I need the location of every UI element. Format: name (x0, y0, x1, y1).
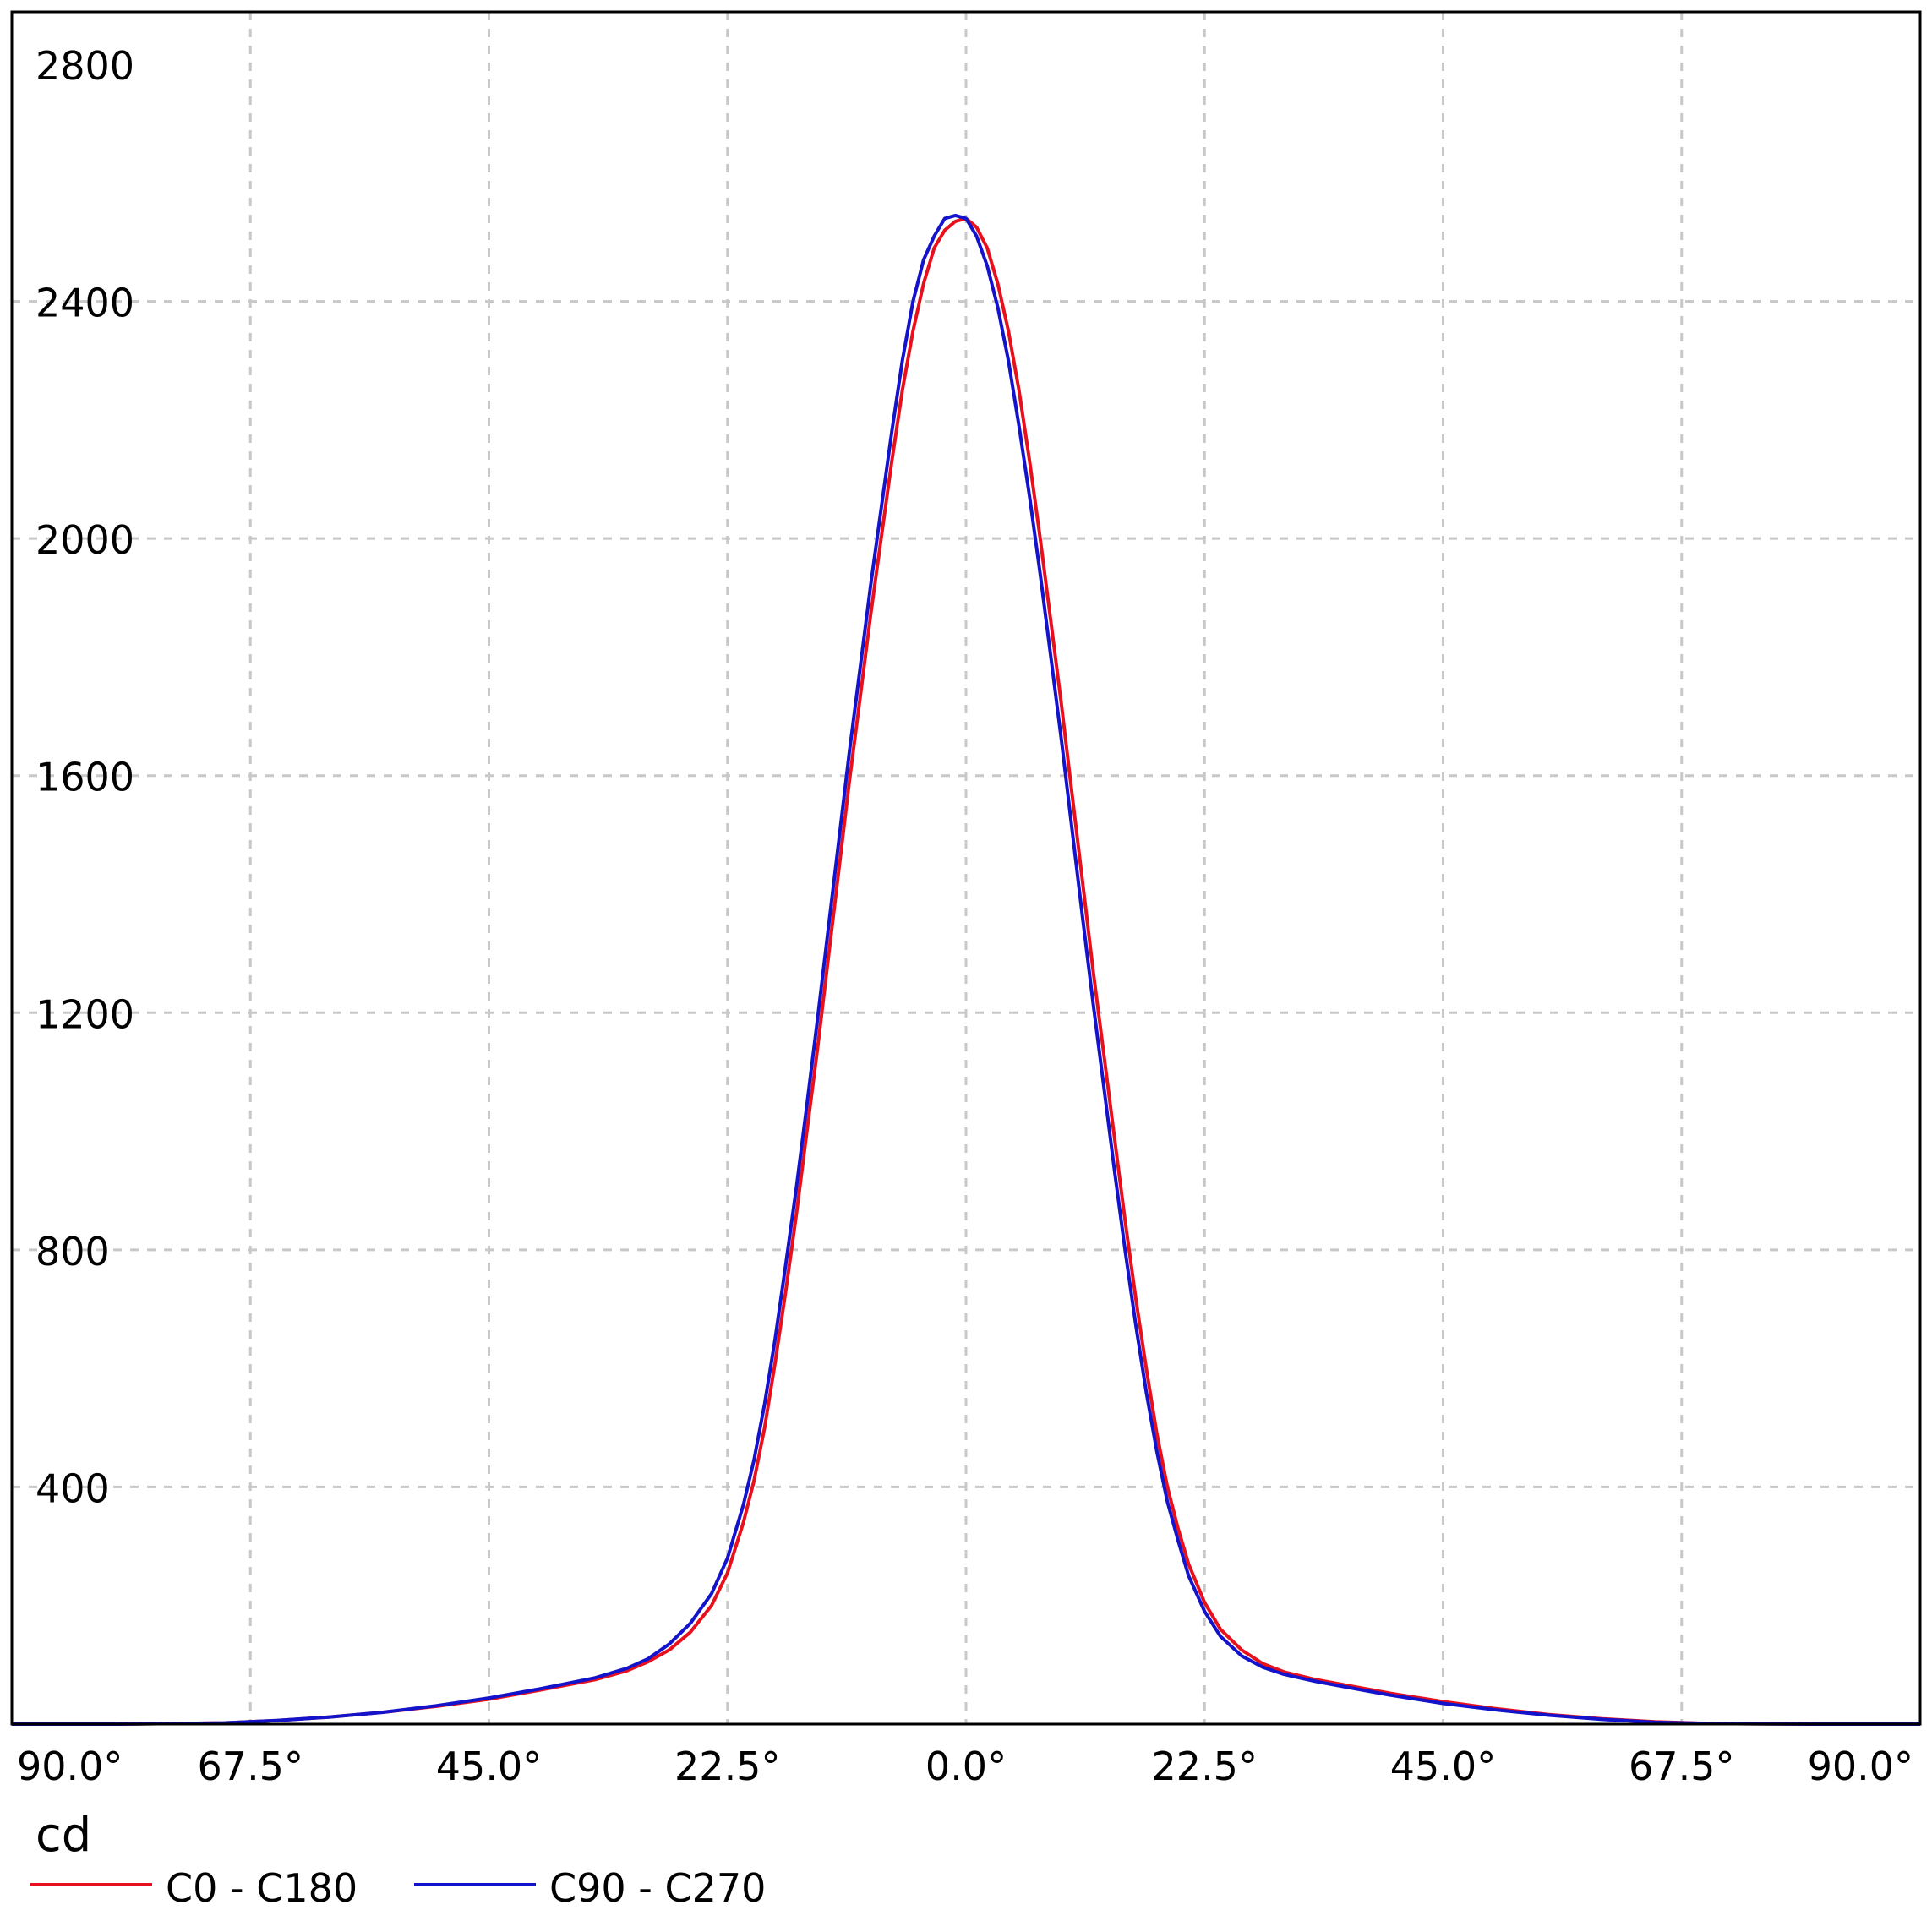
legend-label-0: C0 - C180 (166, 1865, 357, 1911)
y-tick-label: 2800 (35, 43, 134, 89)
x-tick-label: 90.0° (1808, 1744, 1913, 1789)
y-tick-label: 1200 (35, 991, 134, 1037)
legend: C0 - C180 C90 - C270 (30, 1865, 766, 1911)
x-tick-label: 90.0° (17, 1744, 123, 1789)
x-tick-label: 45.0° (436, 1744, 542, 1789)
x-tick-label: 45.0° (1390, 1744, 1496, 1789)
y-tick-label: 2000 (35, 517, 134, 563)
y-tick-label: 1600 (35, 755, 134, 800)
x-tick-label: 67.5° (1629, 1744, 1734, 1789)
y-tick-label: 400 (35, 1465, 110, 1511)
unit-label: cd (35, 1808, 91, 1863)
x-tick-label: 67.5° (198, 1744, 303, 1789)
x-tick-label: 22.5° (1152, 1744, 1258, 1789)
x-tick-labels: 90.0° 67.5° 45.0° 22.5° 0.0° 22.5° 45.0° 67.5° 9… (17, 1744, 1913, 1789)
series-line-0 (12, 216, 1920, 1726)
x-tick-label: 22.5° (674, 1744, 780, 1789)
series-lines (12, 213, 1920, 1726)
series-line-1 (12, 213, 1920, 1726)
legend-label-1: C90 - C270 (549, 1865, 766, 1911)
y-tick-label: 2400 (35, 281, 134, 326)
x-tick-label: 0.0° (925, 1744, 1007, 1789)
grid (12, 12, 1920, 1724)
y-tick-labels: 400 800 1200 1600 2000 2400 2800 (35, 43, 134, 1511)
plot-frame (10, 10, 1922, 1726)
y-tick-label: 800 (35, 1229, 110, 1274)
